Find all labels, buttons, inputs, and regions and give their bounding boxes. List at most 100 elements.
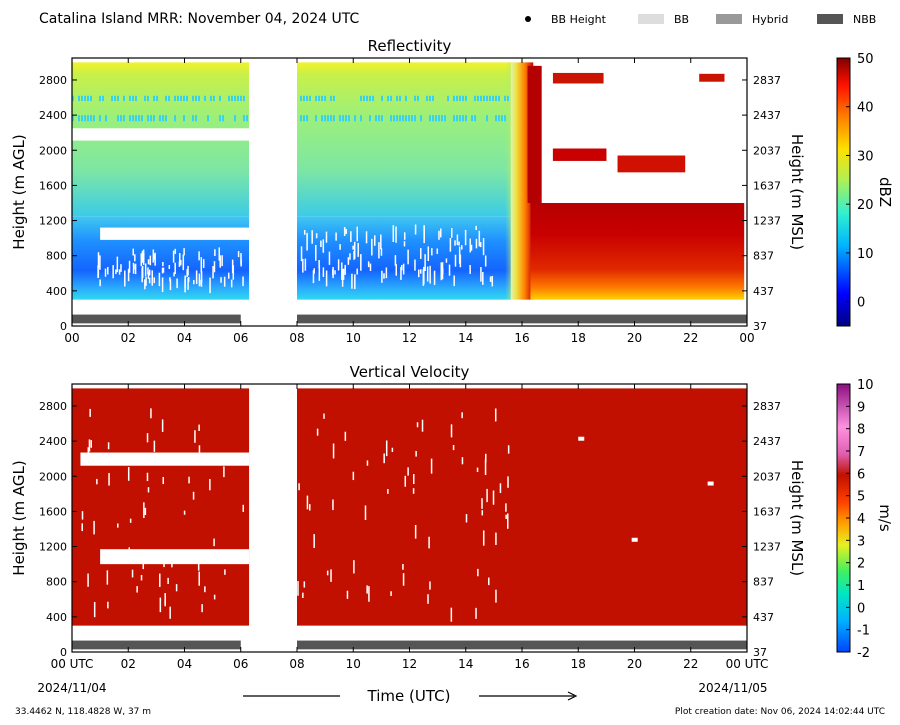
panel-title: Reflectivity — [368, 37, 452, 55]
x-tick-label: 22 — [683, 657, 698, 671]
missing-speckle — [364, 505, 367, 521]
missing-speckle — [414, 224, 417, 235]
reflectivity-streak — [117, 115, 119, 122]
x-tick-label: 22 — [683, 331, 698, 345]
reflectivity-streak — [486, 95, 488, 102]
missing-speckle — [136, 586, 138, 593]
reflectivity-streak — [381, 115, 383, 122]
missing-speckle — [146, 472, 149, 482]
x-tick-label: 10 — [346, 657, 361, 671]
x-tick-label: 14 — [458, 657, 473, 671]
missing-speckle — [448, 264, 451, 276]
missing-speckle — [352, 471, 355, 481]
missing-speckle — [326, 570, 329, 576]
missing-speckle — [507, 476, 509, 488]
missing-speckle — [187, 278, 189, 290]
missing-speckle — [479, 242, 482, 248]
reflectivity-streak — [333, 115, 335, 122]
missing-speckle — [107, 442, 110, 450]
reflectivity-streak — [435, 115, 437, 122]
missing-speckle — [81, 523, 83, 532]
reflectivity-streak — [444, 115, 446, 122]
y-tick-label: 800 — [46, 250, 67, 263]
missing-speckle — [332, 499, 334, 511]
missing-speckle — [202, 259, 205, 268]
missing-speckle — [90, 440, 92, 448]
missing-speckle — [173, 272, 175, 277]
missing-speckle — [345, 228, 347, 234]
colorbar-tick-label: 1 — [857, 579, 865, 594]
missing-speckle — [311, 230, 313, 244]
missing-speckle — [380, 248, 383, 256]
reflectivity-streak — [396, 95, 398, 102]
reflectivity-streak — [300, 95, 302, 102]
missing-speckle — [335, 232, 337, 241]
missing-speckle — [341, 269, 344, 287]
missing-speckle — [366, 460, 369, 466]
missing-speckle — [169, 606, 171, 619]
colorbar-label: m/s — [876, 504, 894, 532]
reflectivity-streak — [477, 95, 479, 102]
reflectivity-streak — [123, 95, 125, 102]
missing-speckle — [482, 238, 485, 256]
reflectivity-streak — [165, 115, 167, 122]
missing-speckle — [148, 277, 151, 284]
missing-speckle — [212, 265, 214, 279]
missing-speckle — [183, 510, 186, 515]
missing-speckle — [312, 270, 315, 284]
y-tick-label: 2400 — [39, 435, 67, 448]
reflectivity-streak — [381, 95, 383, 102]
missing-speckle — [172, 250, 175, 263]
missing-data-band — [538, 185, 747, 203]
reflectivity-streak — [147, 115, 149, 122]
missing-speckle — [464, 229, 467, 246]
reflectivity-echo-edge — [527, 65, 542, 203]
missing-speckle — [343, 226, 346, 236]
missing-speckle — [456, 234, 459, 246]
reflectivity-streak — [366, 95, 368, 102]
reflectivity-streak — [330, 115, 332, 122]
y-tick-label: 1600 — [39, 505, 67, 518]
reflectivity-streak — [447, 95, 449, 102]
missing-speckle — [304, 258, 307, 271]
reflectivity-streak — [408, 115, 410, 122]
missing-speckle — [162, 261, 164, 267]
missing-speckle — [220, 277, 222, 283]
reflectivity-streak — [303, 95, 305, 102]
reflectivity-streak — [237, 95, 239, 102]
missing-speckle — [306, 495, 309, 510]
reflectivity-streak — [345, 115, 347, 122]
reflectivity-streak — [324, 95, 326, 102]
missing-speckle — [330, 569, 332, 582]
reflectivity-streak — [183, 115, 185, 122]
y-tick-label-right: 2437 — [753, 109, 781, 122]
missing-speckle — [505, 514, 507, 519]
reflectivity-streak — [138, 115, 140, 122]
colorbar-tick-label: 3 — [857, 534, 865, 549]
missing-speckle — [140, 253, 143, 267]
missing-speckle — [143, 502, 145, 519]
missing-speckle — [221, 255, 223, 267]
missing-speckle — [427, 594, 429, 604]
missing-speckle — [458, 246, 461, 264]
missing-speckle — [631, 537, 638, 542]
reflectivity-streak — [420, 115, 422, 122]
missing-speckle — [144, 507, 147, 516]
missing-speckle — [475, 238, 478, 249]
missing-speckle — [461, 457, 464, 465]
missing-speckle — [465, 514, 468, 523]
reflectivity-streak — [465, 95, 467, 102]
missing-speckle — [328, 251, 331, 265]
reflectivity-streak — [240, 95, 242, 102]
reflectivity-streak — [177, 95, 179, 102]
missing-speckle — [450, 424, 453, 438]
missing-speckle — [120, 264, 122, 272]
missing-speckle — [209, 277, 211, 294]
missing-speckle — [300, 246, 303, 262]
x-tick-label: 08 — [289, 331, 304, 345]
velocity-field — [297, 388, 747, 626]
missing-speckle — [303, 230, 306, 235]
figure-title: Catalina Island MRR: November 04, 2024 U… — [39, 11, 360, 27]
